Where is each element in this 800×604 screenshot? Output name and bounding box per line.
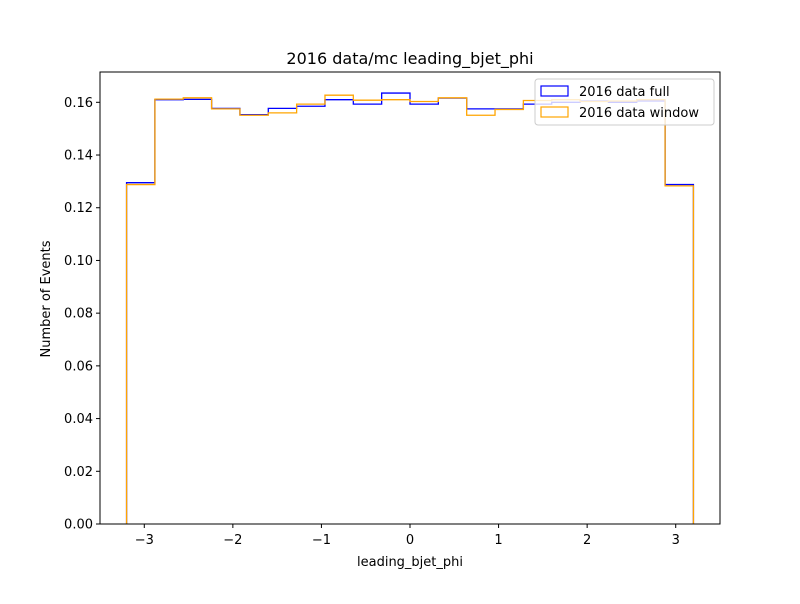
x-tick-label: −2 — [223, 533, 242, 548]
x-tick-label: 2 — [583, 533, 591, 548]
y-tick-label: 0.06 — [64, 359, 93, 374]
x-tick-label: −3 — [135, 533, 154, 548]
y-tick-label: 0.10 — [64, 254, 93, 269]
axis-ticks: −3 −2 −1 0 1 2 3 0.00 0.02 0.04 0.06 0.08 0.10 0.12 0.… — [64, 96, 680, 548]
plot-background — [100, 72, 720, 524]
plot-area — [100, 72, 720, 524]
legend-swatch — [540, 85, 569, 97]
y-tick-label: 0.00 — [64, 518, 93, 533]
legend-label: 2016 data full — [579, 85, 670, 100]
y-axis-label: Number of Events — [39, 240, 54, 357]
legend-swatch — [540, 106, 569, 118]
x-tick-label: 3 — [672, 533, 680, 548]
x-axis-label: leading_bjet_phi — [357, 555, 463, 570]
y-tick-label: 0.04 — [64, 412, 93, 427]
y-tick-label: 0.14 — [64, 149, 93, 164]
legend-box — [534, 78, 715, 126]
x-tick-label: 0 — [406, 533, 414, 548]
x-tick-label: −1 — [312, 533, 331, 548]
y-tick-label: 0.16 — [64, 96, 93, 111]
legend-label: 2016 data window — [579, 106, 699, 121]
y-tick-label: 0.02 — [64, 465, 93, 480]
chart-title: 2016 data/mc leading_bjet_phi — [286, 49, 533, 69]
x-tick-label: 1 — [494, 533, 502, 548]
legend: 2016 data full 2016 data window — [534, 78, 715, 126]
y-tick-label: 0.12 — [64, 201, 93, 216]
y-tick-label: 0.08 — [64, 307, 93, 322]
